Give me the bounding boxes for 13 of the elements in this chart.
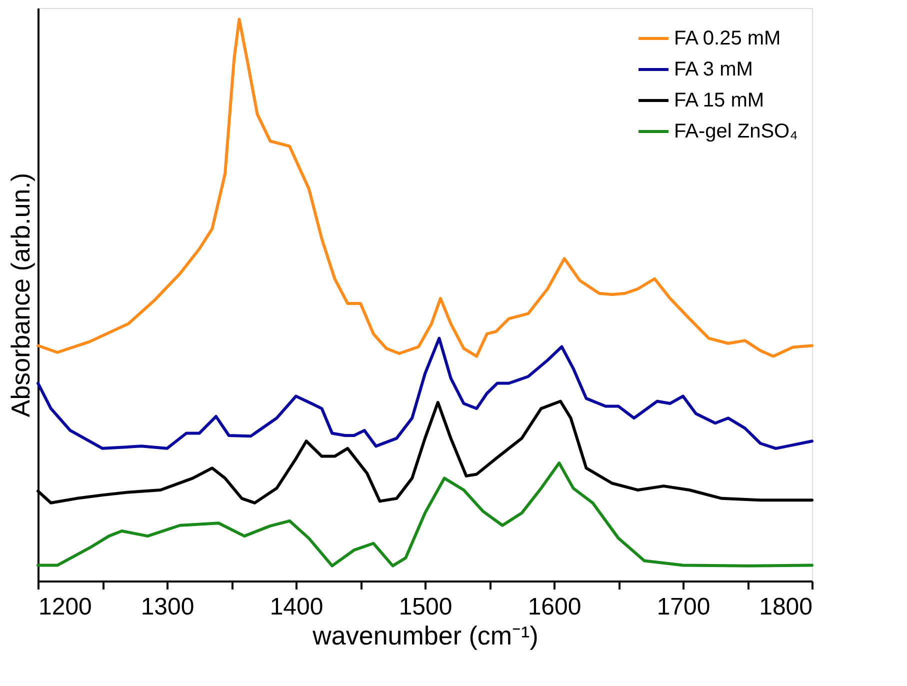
x-tick-label: 1200 bbox=[38, 594, 92, 620]
x-tick-label: 1800 bbox=[759, 594, 812, 620]
legend-label: FA 0.25 mM bbox=[674, 28, 781, 50]
x-tick-label: 1300 bbox=[140, 594, 194, 620]
y-axis-title: Absorbance (arb.un.) bbox=[6, 172, 36, 418]
x-tick-label: 1400 bbox=[270, 594, 324, 620]
legend-label: FA 15 mM bbox=[674, 90, 764, 112]
x-tick-label: 1600 bbox=[528, 594, 582, 620]
legend-label: FA-gel ZnSO₄ bbox=[674, 120, 798, 142]
legend-label: FA 3 mM bbox=[674, 58, 753, 80]
x-tick-label: 1700 bbox=[656, 594, 710, 620]
x-axis-title: wavenumber (cm⁻¹) bbox=[312, 620, 538, 650]
x-tick-label: 1500 bbox=[398, 594, 452, 620]
